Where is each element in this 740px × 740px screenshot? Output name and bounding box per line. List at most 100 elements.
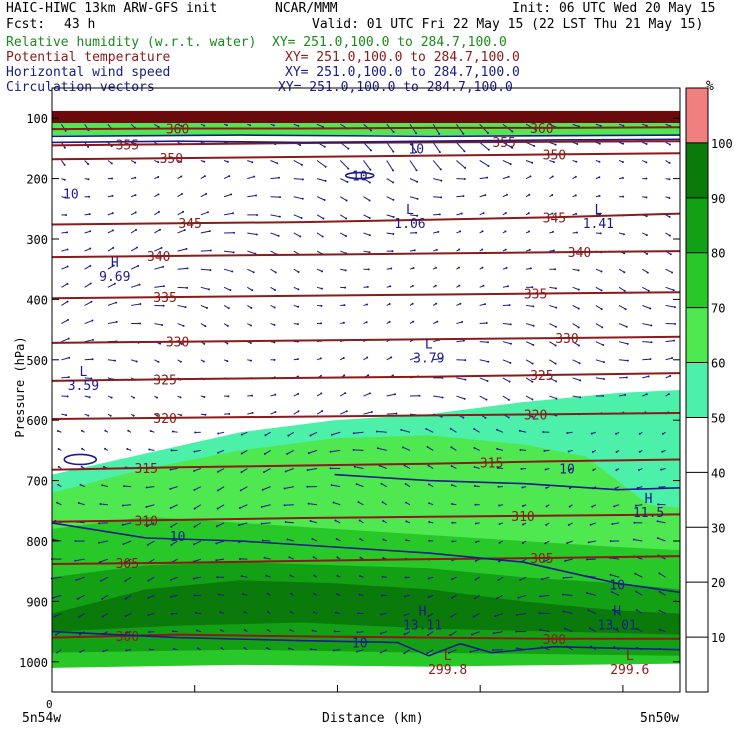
wind-vector-head [320, 287, 323, 290]
wind-vector-head [545, 505, 548, 508]
wind-vector [525, 341, 534, 346]
wind-vector [239, 504, 248, 509]
wind-vector-head [91, 319, 94, 322]
wind-vector-head [148, 648, 151, 651]
wind-vector-head [658, 609, 661, 612]
wind-vector-head [101, 484, 104, 487]
wind-vector-head [297, 271, 300, 274]
y-tick-label: 200 [26, 173, 48, 187]
wind-vector [177, 286, 188, 289]
wind-vector [363, 214, 370, 219]
wind-vector-head [55, 633, 58, 636]
wind-vector-head [243, 629, 246, 632]
wind-vector [426, 649, 434, 654]
extremum-H: H [613, 605, 621, 620]
wind-vector [270, 160, 278, 164]
theta-label: 305 [530, 552, 553, 567]
wind-vector-head [568, 505, 571, 508]
wind-vector [61, 283, 68, 288]
wind-vector-head [203, 175, 206, 178]
wind-vector-head [145, 486, 148, 489]
wind-vector-head [450, 484, 453, 487]
wind-vector-head [101, 597, 104, 600]
wind-vector-head [157, 126, 160, 129]
wind-vector-head [391, 374, 394, 377]
wind-vector-head [134, 211, 137, 214]
wind-vector-head [554, 143, 557, 146]
wind-vector-head [463, 178, 466, 181]
wind-vector-head [255, 233, 258, 236]
wind-label: 10 [352, 170, 368, 185]
wind-vector [380, 631, 387, 635]
wind-vector-head [185, 247, 188, 250]
wind-vector-head [89, 282, 92, 285]
wind-vector [404, 464, 411, 469]
extremum-value: 299.6 [610, 663, 649, 678]
wind-vector [264, 557, 271, 560]
wind-vector [170, 486, 178, 490]
wind-vector [123, 540, 132, 545]
theta-contour-340 [51, 250, 681, 259]
extremum-value: 3.59 [68, 379, 99, 394]
wind-vector-head [113, 359, 116, 362]
wind-vector-head [440, 179, 443, 182]
theta-label: 320 [153, 412, 176, 427]
wind-vector-head [566, 542, 569, 545]
wind-vector-head [591, 505, 594, 508]
wind-vector [263, 468, 271, 473]
wind-vector-head [311, 629, 314, 632]
wind-vector-head [531, 362, 534, 365]
wind-vector-head [252, 271, 255, 274]
wind-vector [107, 247, 114, 252]
extremum-value: 13.11 [403, 619, 442, 634]
wind-vector-head [610, 590, 613, 593]
wind-vector [540, 594, 550, 597]
wind-vector [107, 321, 117, 325]
wind-vector-head [180, 125, 183, 128]
wind-vector [659, 629, 666, 633]
extremum-L: L [425, 338, 433, 353]
wind-vector-head [613, 505, 616, 508]
wind-vector [293, 232, 301, 237]
wind-vector-head [531, 161, 534, 164]
wind-vector-head [390, 356, 393, 359]
wind-vector-head [669, 374, 672, 377]
wind-vector-head [545, 523, 548, 526]
wind-vector [549, 304, 557, 309]
wind-vector-head [462, 132, 465, 135]
wind-vector-head [615, 469, 618, 472]
wind-vector [270, 232, 279, 237]
wind-vector-head [543, 449, 546, 452]
wind-vector-head [347, 147, 350, 150]
colorbar-label: 60 [711, 357, 725, 371]
wind-vector-head [204, 413, 207, 416]
wind-vector-head [288, 556, 291, 559]
colorbar-label: 40 [711, 466, 725, 480]
wind-vector [331, 431, 341, 436]
extremum-H: H [111, 256, 119, 271]
y-tick-label: 500 [26, 354, 48, 368]
wind-vector-head [392, 232, 395, 235]
wind-vector-head [382, 538, 385, 541]
wind-vector [549, 395, 557, 400]
wind-vector-head [531, 415, 534, 418]
wind-vector-head [204, 325, 207, 328]
wind-vector-head [498, 560, 501, 563]
wind-vector-head [358, 593, 361, 596]
wind-vector-head [273, 289, 276, 292]
colorbar-label: 30 [711, 521, 725, 535]
wind-vector-head [355, 483, 358, 486]
wind-vector [124, 558, 132, 564]
wind-vector-head [132, 414, 135, 417]
wind-vector-head [439, 168, 442, 171]
wind-vector-head [577, 326, 580, 329]
wind-vector-head [251, 411, 254, 414]
wind-vector-head [77, 502, 80, 505]
wind-vector-head [301, 197, 304, 200]
wind-vector [496, 594, 504, 599]
wind-vector-head [356, 631, 359, 634]
wind-vector [77, 594, 85, 600]
wind-vector-head [579, 379, 582, 382]
wind-vector-head [552, 161, 555, 164]
wind-vector [363, 411, 372, 415]
